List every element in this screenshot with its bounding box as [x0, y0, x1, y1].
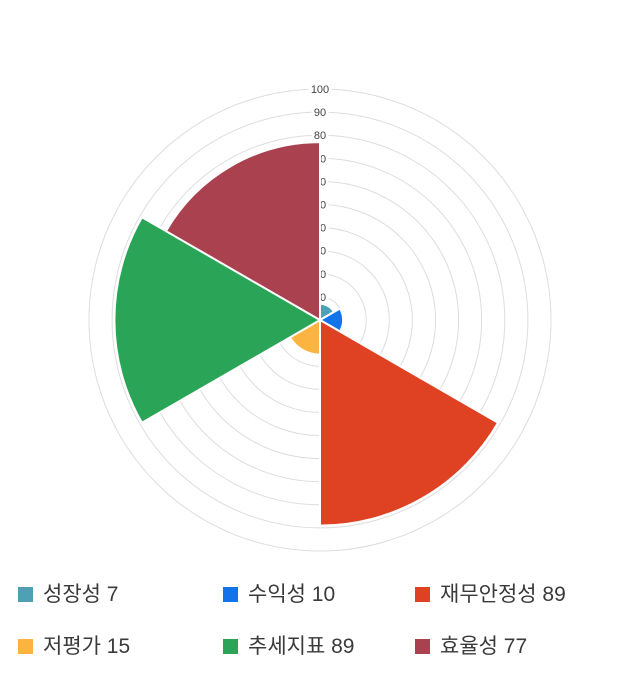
legend-label: 수익성 10 — [248, 583, 336, 606]
legend-label: 재무안정성 89 — [440, 583, 566, 606]
legend-swatch-teal — [18, 587, 33, 602]
chart-area: 102030405060708090100 — [88, 82, 552, 552]
legend-swatch-blue — [223, 587, 238, 602]
radial-tick-80: 80 — [314, 130, 326, 142]
sector-wedges — [113, 141, 500, 527]
radial-tick-100: 100 — [311, 84, 329, 96]
legend-label: 저평가 15 — [43, 635, 131, 658]
sector-효율성[interactable] — [164, 141, 321, 321]
legend-swatch-maroon — [415, 639, 430, 654]
sector-재무안정성[interactable] — [319, 319, 500, 527]
legend-item-수익성[interactable]: 수익성 10 — [223, 583, 335, 607]
legend-swatch-red — [415, 587, 430, 602]
sector-추세지표[interactable] — [113, 216, 321, 424]
radial-tick-90: 90 — [314, 107, 326, 119]
legend-item-효율성[interactable]: 효율성 77 — [415, 635, 527, 659]
legend-swatch-amber — [18, 639, 33, 654]
legend-label: 추세지표 89 — [248, 635, 355, 658]
legend-label: 성장성 7 — [43, 583, 119, 606]
legend-item-성장성[interactable]: 성장성 7 — [18, 583, 118, 607]
polar-area-chart: 102030405060708090100 — [88, 82, 552, 552]
legend-item-저평가[interactable]: 저평가 15 — [18, 635, 130, 659]
legend-swatch-green — [223, 639, 238, 654]
legend-item-추세지표[interactable]: 추세지표 89 — [223, 635, 354, 659]
legend-item-재무안정성[interactable]: 재무안정성 89 — [415, 583, 566, 607]
legend-label: 효율성 77 — [440, 635, 528, 658]
